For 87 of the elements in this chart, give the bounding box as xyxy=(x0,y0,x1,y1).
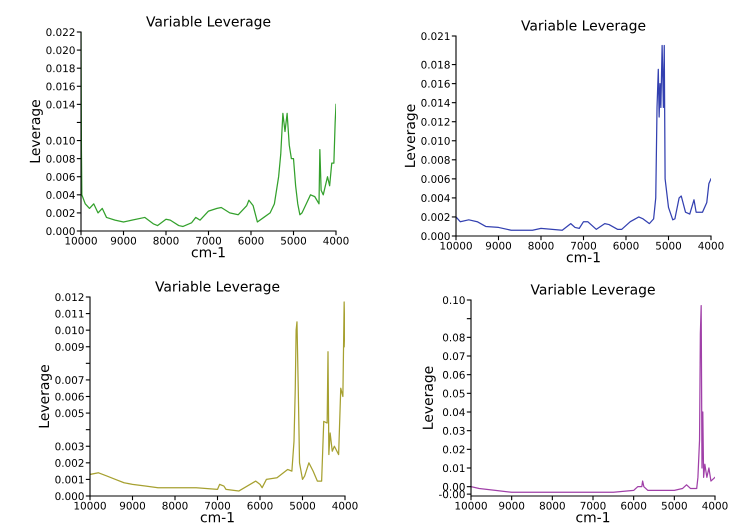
y-tick-label: 0.002 xyxy=(55,459,84,467)
y-tick-label: -0.00 xyxy=(439,490,465,498)
y-tick-label: 0.000 xyxy=(421,232,450,240)
line-series xyxy=(90,301,345,492)
y-tick-label: 0.006 xyxy=(46,172,75,181)
x-axis-title: cm-1 xyxy=(566,252,600,262)
x-tick-label: 7000 xyxy=(196,236,222,245)
y-tick-label: 0.000 xyxy=(46,227,75,236)
y-tick-label: 0.022 xyxy=(46,28,74,36)
x-tick-label: 4000 xyxy=(323,236,349,245)
y-axis-title: Leverage xyxy=(30,100,43,162)
y-tick-label: 0.001 xyxy=(55,476,84,484)
y-tick-label: 0.004 xyxy=(46,191,75,199)
chart-title: Variable Leverage xyxy=(146,16,270,30)
y-tick-label: 0.014 xyxy=(421,98,450,107)
y-tick-label: 0.006 xyxy=(421,175,450,183)
y-tick-label: 0.018 xyxy=(421,60,450,69)
x-tick-label: 10000 xyxy=(440,242,472,250)
x-tick-label: 5000 xyxy=(656,242,682,250)
chart-title: Variable Leverage xyxy=(530,284,655,298)
chart-title: Variable Leverage xyxy=(155,280,280,294)
x-tick-label: 10000 xyxy=(74,502,106,510)
y-tick-label: 0.021 xyxy=(421,32,450,40)
x-axis-title: cm-1 xyxy=(576,512,610,522)
x-tick-label: 9000 xyxy=(486,242,512,250)
x-tick-label: 8000 xyxy=(540,502,565,510)
y-tick-label: 0.08 xyxy=(442,334,465,342)
y-tick-label: 0.000 xyxy=(55,492,84,500)
y-tick-label: 0.01 xyxy=(442,464,464,472)
y-tick-label: 0.007 xyxy=(55,376,84,384)
y-tick-label: 0.10 xyxy=(442,296,465,304)
y-tick-label: 0.03 xyxy=(442,426,465,435)
y-tick-label: 0.00 xyxy=(442,482,465,491)
x-tick-label: 6000 xyxy=(613,242,639,250)
y-axis-title: Leverage xyxy=(422,366,436,429)
y-tick-label: 0.012 xyxy=(421,118,450,126)
x-tick-label: 9000 xyxy=(499,502,524,510)
x-tick-label: 5000 xyxy=(281,236,306,245)
y-tick-label: 0.002 xyxy=(421,213,450,222)
y-tick-label: 0.05 xyxy=(442,390,465,398)
x-tick-label: 8000 xyxy=(162,502,188,510)
chart-title: Variable Leverage xyxy=(521,20,646,34)
y-tick-label: 0.008 xyxy=(421,156,450,164)
x-tick-label: 7000 xyxy=(205,502,230,510)
y-tick-label: 0.002 xyxy=(46,209,74,218)
y-tick-label: 0.04 xyxy=(442,408,465,416)
x-axis-title: cm-1 xyxy=(192,247,225,258)
x-tick-label: 5000 xyxy=(290,502,316,510)
y-tick-label: 0.020 xyxy=(46,46,75,54)
line-series xyxy=(471,304,715,493)
y-tick-label: 0.010 xyxy=(421,136,450,145)
y-tick-label: 0.018 xyxy=(46,64,75,72)
y-tick-label: 0.005 xyxy=(55,409,84,418)
y-tick-label: 0.003 xyxy=(55,442,84,450)
x-tick-label: 5000 xyxy=(662,502,687,510)
y-tick-label: 0.011 xyxy=(55,310,84,318)
x-tick-label: 9000 xyxy=(120,502,146,510)
x-tick-label: 4000 xyxy=(332,502,358,510)
y-tick-label: 0.06 xyxy=(442,370,465,379)
y-tick-label: 0.008 xyxy=(46,154,75,163)
line-series xyxy=(456,44,711,231)
y-tick-label: 0.07 xyxy=(442,352,465,360)
x-tick-label: 7000 xyxy=(580,502,606,510)
x-tick-label: 6000 xyxy=(621,502,646,510)
y-tick-label: 0.012 xyxy=(55,293,84,302)
y-tick-label: 0.016 xyxy=(46,82,75,90)
x-tick-label: 7000 xyxy=(571,242,596,250)
y-tick-label: 0.016 xyxy=(421,80,450,88)
y-tick-label: 0.004 xyxy=(421,194,450,202)
x-tick-label: 9000 xyxy=(110,236,136,245)
x-axis-title: cm-1 xyxy=(200,512,234,522)
y-tick-label: 0.009 xyxy=(55,342,84,351)
x-tick-label: 4000 xyxy=(698,242,724,250)
x-tick-label: 8000 xyxy=(528,242,554,250)
y-tick-label: 0.010 xyxy=(55,326,84,334)
x-tick-label: 6000 xyxy=(238,236,264,245)
y-axis-title: Leverage xyxy=(404,104,418,167)
x-tick-label: 4000 xyxy=(702,502,728,510)
x-tick-label: 10000 xyxy=(456,502,487,510)
y-axis-title: Leverage xyxy=(38,365,52,428)
y-tick-label: 0.010 xyxy=(46,136,75,145)
x-tick-label: 8000 xyxy=(153,236,179,245)
y-tick-label: 0.02 xyxy=(442,446,464,454)
x-tick-label: 6000 xyxy=(247,502,273,510)
y-tick-label: 0.006 xyxy=(55,392,84,401)
y-tick-label: 0.014 xyxy=(46,100,75,108)
x-tick-label: 10000 xyxy=(66,236,97,245)
